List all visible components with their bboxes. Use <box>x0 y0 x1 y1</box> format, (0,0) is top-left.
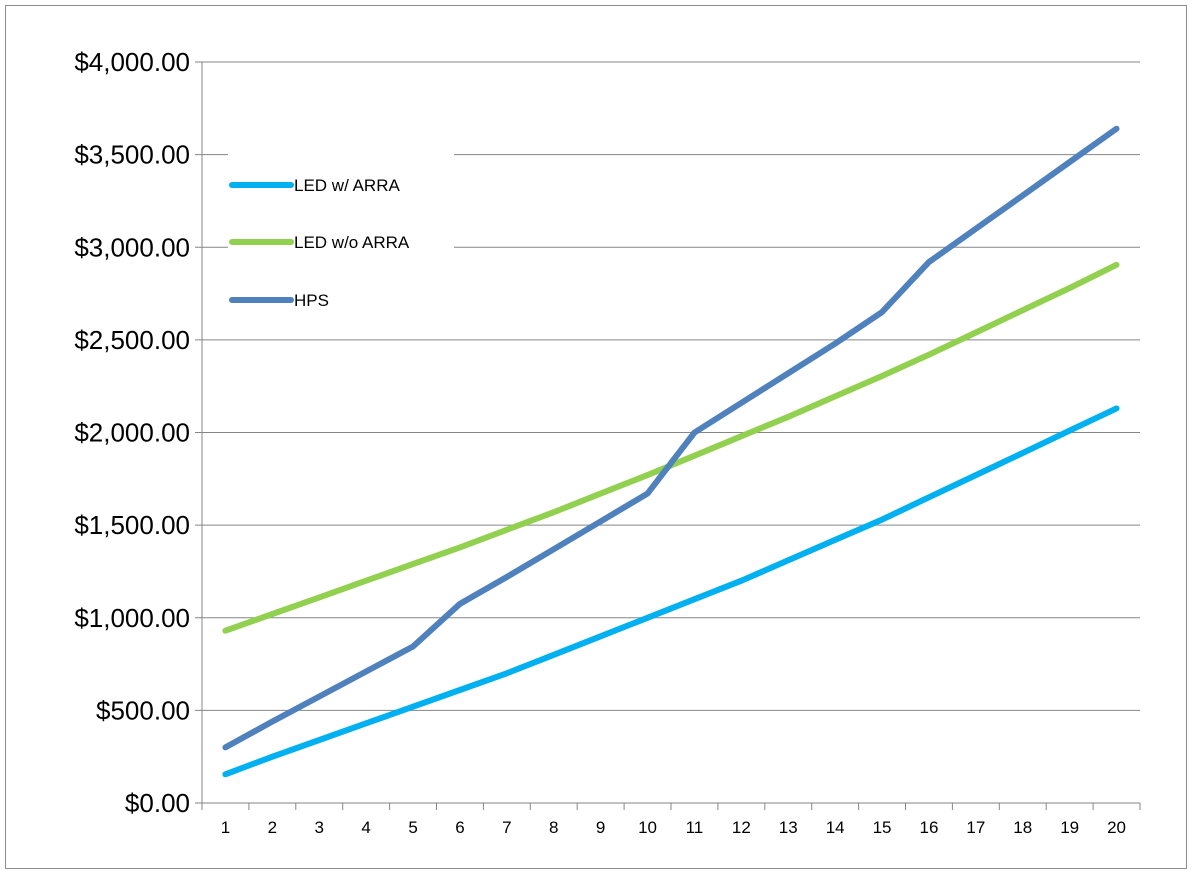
x-tick-label: 16 <box>919 818 938 837</box>
x-tick-label: 2 <box>268 818 277 837</box>
x-tick-label: 14 <box>826 818 845 837</box>
y-tick-label: $3,500.00 <box>74 140 190 170</box>
y-tick-label: $3,000.00 <box>74 232 190 262</box>
x-tick-label: 18 <box>1013 818 1032 837</box>
gridlines <box>202 61 1140 711</box>
x-tick-label: 10 <box>638 818 657 837</box>
x-tick-label: 4 <box>361 818 370 837</box>
legend-label: LED w/o ARRA <box>294 233 410 252</box>
legend-label: LED w/ ARRA <box>294 176 400 195</box>
y-tick-label: $500.00 <box>96 695 190 725</box>
x-tick-label: 17 <box>966 818 985 837</box>
x-tick-label: 8 <box>549 818 558 837</box>
series-lines <box>222 125 1120 778</box>
x-tick-label: 9 <box>596 818 605 837</box>
x-tick-label: 19 <box>1060 818 1079 837</box>
series-line-2 <box>222 125 1120 751</box>
series-line-0 <box>222 405 1120 778</box>
x-axis-tick-labels: 1 2 3 4 5 6 7 8 9 10 11 12 13 14 15 16 17 18 19 20 <box>221 818 1126 837</box>
x-tick-label: 7 <box>502 818 511 837</box>
x-tick-label: 5 <box>408 818 417 837</box>
legend: LED w/ ARRA LED w/o ARRA HPS <box>228 154 454 322</box>
x-tick-label: 12 <box>732 818 751 837</box>
y-tick-label: $1,000.00 <box>74 603 190 633</box>
y-tick-label: $0.00 <box>125 788 190 818</box>
y-axis-tick-labels: $0.00 $500.00 $1,000.00 $1,500.00 $2,000.00 $… <box>74 47 190 818</box>
axes <box>195 61 1141 810</box>
x-tick-label: 15 <box>873 818 892 837</box>
y-tick-label: $1,500.00 <box>74 510 190 540</box>
y-tick-label: $4,000.00 <box>74 47 190 77</box>
x-tick-label: 3 <box>315 818 324 837</box>
y-tick-label: $2,000.00 <box>74 418 190 448</box>
x-tick-label: 11 <box>686 818 704 837</box>
x-tick-label: 1 <box>221 818 230 837</box>
x-tick-label: 20 <box>1107 818 1126 837</box>
y-tick-label: $2,500.00 <box>74 325 190 355</box>
x-tick-label: 6 <box>455 818 464 837</box>
x-tick-label: 13 <box>779 818 798 837</box>
legend-label: HPS <box>294 291 329 310</box>
